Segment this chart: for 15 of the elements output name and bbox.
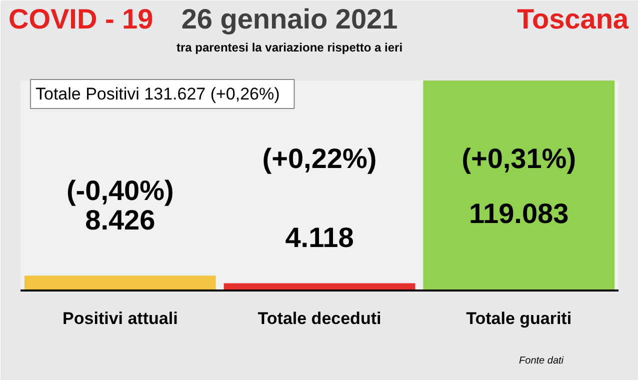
annotation: (-0,40%) bbox=[66, 175, 174, 206]
annotation: (+0,31%) bbox=[462, 143, 576, 174]
x-tick-label: Totale guariti bbox=[466, 309, 572, 328]
x-tick-label: Positivi attuali bbox=[62, 309, 178, 328]
annotation: (+0,22%) bbox=[262, 143, 377, 174]
chart-title: 26 gennaio 2021 bbox=[181, 4, 398, 34]
x-tick-label: Totale deceduti bbox=[258, 309, 382, 328]
source-note: Fonte dati bbox=[519, 356, 564, 366]
data-label: 8.426 bbox=[85, 204, 156, 236]
text: COVID - 19 bbox=[8, 4, 154, 34]
data-label: 119.083 bbox=[469, 198, 569, 229]
text: Toscana bbox=[516, 4, 629, 34]
data-label: 4.118 bbox=[285, 222, 354, 254]
chart-subtitle: tra parentesi la variazione rispetto a ieri bbox=[176, 40, 403, 54]
annotation: Totale Positivi 131.627 (+0,26%) bbox=[36, 84, 280, 104]
